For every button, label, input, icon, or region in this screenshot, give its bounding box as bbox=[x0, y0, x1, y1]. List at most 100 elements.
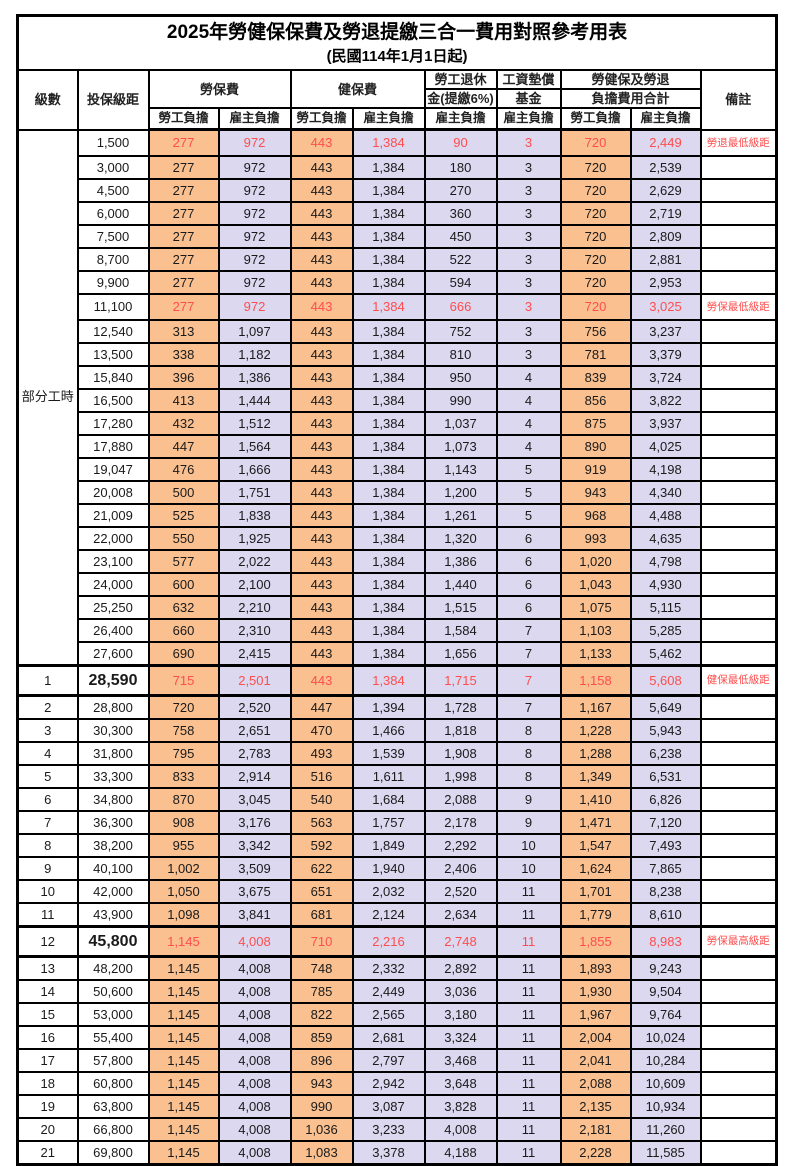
level-cell: 10 bbox=[16, 879, 79, 904]
health-employee-cell: 443 bbox=[289, 388, 354, 413]
total-employer-cell: 3,237 bbox=[629, 319, 702, 344]
pension-employer-cell: 450 bbox=[423, 224, 498, 249]
labor-employer-cell: 2,651 bbox=[217, 718, 292, 743]
health-employee-cell: 651 bbox=[289, 879, 354, 904]
health-employer-cell: 1,757 bbox=[351, 810, 426, 835]
pension-employer-cell: 810 bbox=[423, 342, 498, 367]
labor-employer-cell: 4,008 bbox=[217, 1094, 292, 1119]
health-employee-cell: 563 bbox=[289, 810, 354, 835]
total-employer-cell: 10,284 bbox=[629, 1048, 702, 1073]
labor-employer-cell: 2,100 bbox=[217, 572, 292, 597]
table-row: 15 53,000 1,145 4,008 822 2,565 3,180 11 1,967 9,… bbox=[16, 1002, 778, 1027]
bracket-cell: 34,800 bbox=[76, 787, 150, 812]
total-employer-cell: 8,610 bbox=[629, 902, 702, 928]
note-cell bbox=[699, 955, 778, 981]
subheader-health-employee: 勞工負擔 bbox=[289, 107, 354, 131]
table-row: 12,540 313 1,097 443 1,384 752 3 756 3,237 bbox=[18, 319, 778, 344]
health-employee-cell: 447 bbox=[289, 694, 354, 720]
col-header-note: 備註 bbox=[699, 69, 778, 131]
health-employer-cell: 1,611 bbox=[351, 764, 426, 789]
total-employee-cell: 720 bbox=[559, 128, 632, 157]
wage-fund-employer-cell: 7 bbox=[495, 664, 562, 697]
total-employee-cell: 720 bbox=[559, 178, 632, 203]
health-employee-cell: 592 bbox=[289, 833, 354, 858]
health-employee-cell: 470 bbox=[289, 718, 354, 743]
labor-employer-cell: 3,841 bbox=[217, 902, 292, 928]
labor-employee-cell: 277 bbox=[147, 247, 220, 272]
health-employer-cell: 3,087 bbox=[351, 1094, 426, 1119]
note-cell bbox=[699, 434, 778, 459]
labor-employer-cell: 3,342 bbox=[217, 833, 292, 858]
pension-employer-cell: 1,998 bbox=[423, 764, 498, 789]
level-cell: 21 bbox=[16, 1140, 79, 1166]
bracket-cell: 9,900 bbox=[76, 270, 150, 295]
labor-employer-cell: 2,783 bbox=[217, 741, 292, 766]
table-row: 4,500 277 972 443 1,384 270 3 720 2,629 bbox=[18, 178, 778, 203]
health-employee-cell: 493 bbox=[289, 741, 354, 766]
health-employer-cell: 1,384 bbox=[351, 434, 426, 459]
subheader-health-employer: 雇主負擔 bbox=[351, 107, 426, 131]
table-row: 17 57,800 1,145 4,008 896 2,797 3,468 11 2,041 10… bbox=[16, 1048, 778, 1073]
total-employer-cell: 2,881 bbox=[629, 247, 702, 272]
subheader-labor-employee: 勞工負擔 bbox=[147, 107, 220, 131]
labor-employee-cell: 447 bbox=[147, 434, 220, 459]
wage-fund-employer-cell: 3 bbox=[495, 293, 562, 321]
health-employer-cell: 1,384 bbox=[351, 224, 426, 249]
note-cell: 勞退最低級距 bbox=[699, 128, 778, 157]
title-row: 2025年勞健保保費及勞退提繳三合一費用對照參考用表 (民國114年1月1日起) bbox=[16, 14, 778, 71]
note-cell bbox=[699, 718, 778, 743]
total-employee-cell: 875 bbox=[559, 411, 632, 436]
health-employer-cell: 1,384 bbox=[351, 247, 426, 272]
pension-employer-cell: 3,324 bbox=[423, 1025, 498, 1050]
table-row: 17,280 432 1,512 443 1,384 1,037 4 875 3,937 bbox=[18, 411, 778, 436]
health-employer-cell: 3,378 bbox=[351, 1140, 426, 1166]
health-employer-cell: 1,384 bbox=[351, 595, 426, 620]
total-employee-cell: 1,043 bbox=[559, 572, 632, 597]
table-row: 12 45,800 1,145 4,008 710 2,216 2,748 11 1,855 8,… bbox=[16, 925, 778, 958]
title-block: 2025年勞健保保費及勞退提繳三合一費用對照參考用表 (民國114年1月1日起) bbox=[16, 14, 778, 71]
col-header-level: 級數 bbox=[16, 69, 79, 131]
labor-employee-cell: 1,145 bbox=[147, 1071, 220, 1096]
labor-employee-cell: 1,098 bbox=[147, 902, 220, 928]
labor-employee-cell: 660 bbox=[147, 618, 220, 643]
total-employer-cell: 7,120 bbox=[629, 810, 702, 835]
level-cell: 1 bbox=[16, 664, 79, 697]
note-cell: 勞保最低級距 bbox=[699, 293, 778, 321]
pension-employer-cell: 666 bbox=[423, 293, 498, 321]
total-employer-cell: 4,025 bbox=[629, 434, 702, 459]
wage-fund-employer-cell: 11 bbox=[495, 1117, 562, 1142]
labor-employer-cell: 972 bbox=[217, 224, 292, 249]
health-employee-cell: 443 bbox=[289, 342, 354, 367]
pension-employer-cell: 1,656 bbox=[423, 641, 498, 667]
total-employee-cell: 2,004 bbox=[559, 1025, 632, 1050]
total-employee-cell: 839 bbox=[559, 365, 632, 390]
health-employee-cell: 443 bbox=[289, 664, 354, 697]
wage-fund-employer-cell: 3 bbox=[495, 224, 562, 249]
bracket-cell: 66,800 bbox=[76, 1117, 150, 1142]
total-employer-cell: 4,340 bbox=[629, 480, 702, 505]
labor-employer-cell: 1,666 bbox=[217, 457, 292, 482]
labor-employee-cell: 720 bbox=[147, 694, 220, 720]
labor-employee-cell: 432 bbox=[147, 411, 220, 436]
total-employee-cell: 720 bbox=[559, 201, 632, 226]
total-employee-cell: 1,855 bbox=[559, 925, 632, 958]
bracket-cell: 45,800 bbox=[76, 925, 150, 958]
note-cell bbox=[699, 741, 778, 766]
total-employer-cell: 3,822 bbox=[629, 388, 702, 413]
health-employer-cell: 1,384 bbox=[351, 201, 426, 226]
table-row: 1 28,590 715 2,501 443 1,384 1,715 7 1,158 5,608 健… bbox=[16, 664, 778, 697]
pension-employer-cell: 3,036 bbox=[423, 979, 498, 1004]
labor-employer-cell: 3,509 bbox=[217, 856, 292, 881]
pension-employer-cell: 2,088 bbox=[423, 787, 498, 812]
labor-employer-cell: 1,386 bbox=[217, 365, 292, 390]
total-employee-cell: 2,088 bbox=[559, 1071, 632, 1096]
total-employer-cell: 7,493 bbox=[629, 833, 702, 858]
health-employer-cell: 1,384 bbox=[351, 365, 426, 390]
labor-employer-cell: 972 bbox=[217, 128, 292, 157]
total-employee-cell: 943 bbox=[559, 480, 632, 505]
total-employer-cell: 5,462 bbox=[629, 641, 702, 667]
table-row: 25,250 632 2,210 443 1,384 1,515 6 1,075 5,115 bbox=[18, 595, 778, 620]
health-employer-cell: 2,032 bbox=[351, 879, 426, 904]
labor-employer-cell: 1,444 bbox=[217, 388, 292, 413]
level-cell: 3 bbox=[16, 718, 79, 743]
